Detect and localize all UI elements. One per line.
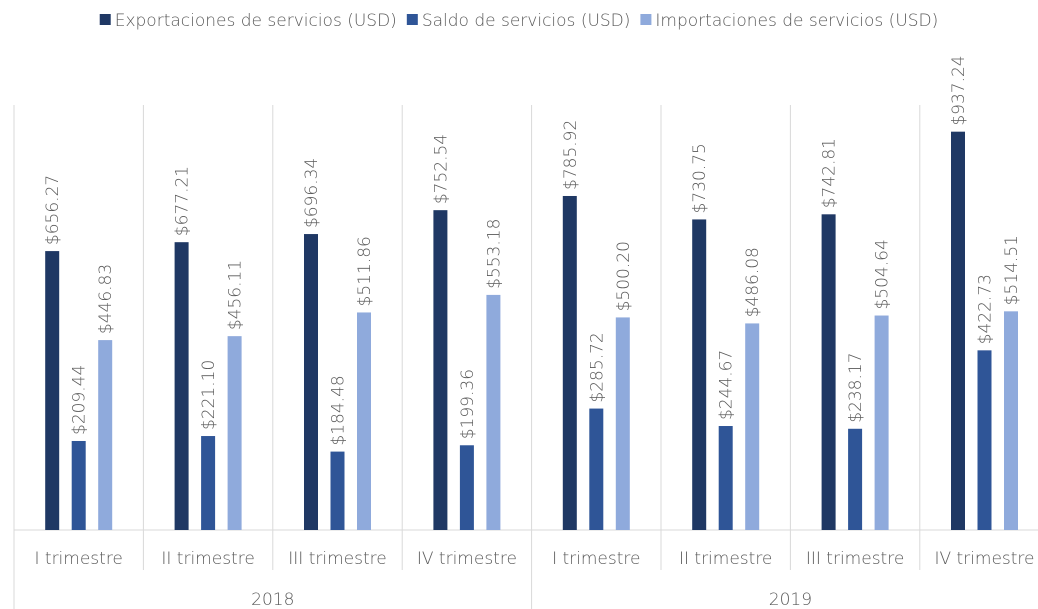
- data-label: $656.27: [43, 175, 63, 245]
- bar: [692, 219, 707, 530]
- bar: [174, 242, 189, 531]
- x-tick-label: II trimestre: [679, 549, 772, 569]
- legend-swatch: [640, 14, 652, 25]
- legend-label: Exportaciones de servicios (USD): [115, 11, 397, 31]
- x-tick-label: I trimestre: [34, 549, 122, 569]
- bar: [98, 340, 113, 530]
- data-label: $184.48: [329, 375, 349, 445]
- bar: [71, 440, 86, 530]
- x-tick-label: III trimestre: [806, 549, 904, 569]
- data-label: $456.11: [226, 260, 246, 330]
- data-label: $238.17: [846, 352, 866, 422]
- data-label: $730.75: [690, 143, 710, 213]
- data-label: $446.83: [96, 264, 116, 334]
- legend-label: Saldo de servicios (USD): [422, 11, 631, 31]
- bar: [745, 323, 760, 530]
- legend-label: Importaciones de servicios (USD): [655, 11, 938, 31]
- bar: [615, 317, 630, 530]
- data-label: $285.72: [587, 332, 607, 402]
- bar: [821, 214, 836, 530]
- data-label: $422.73: [976, 274, 996, 344]
- x-tick-label: IV trimestre: [934, 549, 1034, 569]
- data-label: $209.44: [70, 365, 90, 435]
- data-label: $696.34: [302, 158, 322, 228]
- bar: [433, 210, 448, 530]
- data-label: $511.86: [355, 236, 375, 306]
- bar: [357, 312, 371, 530]
- bar: [977, 350, 992, 530]
- data-label: $553.18: [484, 219, 504, 289]
- bar: [304, 234, 318, 531]
- data-label: $221.10: [199, 360, 219, 430]
- x-tick-label: I trimestre: [552, 549, 640, 569]
- data-label: $500.20: [614, 241, 634, 311]
- bar: [718, 426, 733, 530]
- data-label: $677.21: [173, 166, 193, 236]
- bar: [459, 445, 474, 530]
- x-tick-label: IV trimestre: [417, 549, 517, 569]
- bar: [486, 294, 501, 530]
- legend-swatch: [99, 14, 111, 25]
- legend-swatch: [406, 14, 418, 25]
- bar: [45, 251, 60, 530]
- bar: [589, 408, 604, 530]
- data-label: $199.36: [458, 369, 478, 439]
- data-label: $244.67: [717, 350, 737, 420]
- data-label: $504.64: [873, 239, 893, 309]
- legend: Exportaciones de servicios (USD) Saldo de…: [99, 11, 938, 31]
- group-label: 2018: [251, 590, 294, 609]
- data-label: $785.92: [561, 120, 581, 190]
- data-label: $937.24: [949, 55, 969, 125]
- x-tick-label: III trimestre: [288, 549, 386, 569]
- bar: [848, 428, 863, 530]
- data-label: $514.51: [1002, 235, 1022, 305]
- bar: [1004, 311, 1018, 530]
- data-label: $486.08: [743, 247, 763, 317]
- bar: [227, 336, 242, 530]
- bar: [330, 451, 345, 530]
- data-label: $742.81: [820, 138, 840, 208]
- group-label: 2019: [769, 590, 812, 609]
- bar: [562, 195, 577, 530]
- data-label: $752.54: [431, 134, 451, 204]
- bar: [951, 131, 965, 530]
- x-tick-label: II trimestre: [161, 549, 254, 569]
- bar: [874, 315, 889, 530]
- bar: [201, 436, 216, 530]
